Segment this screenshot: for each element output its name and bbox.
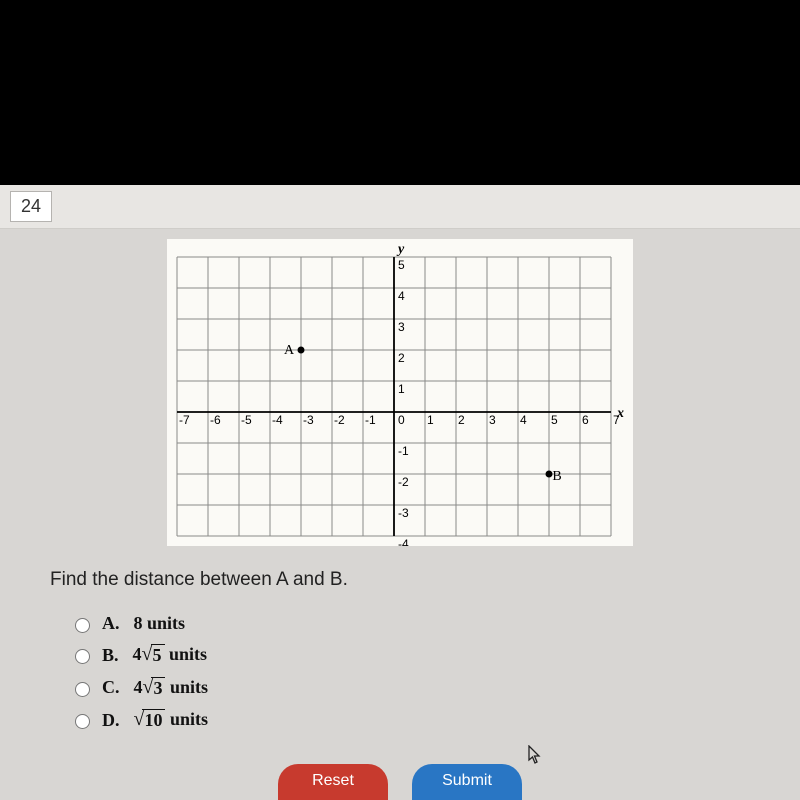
svg-text:0: 0	[398, 413, 405, 427]
svg-text:-3: -3	[303, 413, 314, 427]
svg-text:1: 1	[427, 413, 434, 427]
radicand: 5	[151, 644, 165, 667]
answer-choice[interactable]: D. √10 units	[70, 709, 800, 732]
svg-text:-1: -1	[365, 413, 376, 427]
choice-letter: B.	[102, 645, 119, 666]
reset-button[interactable]: Reset	[278, 764, 388, 800]
svg-text:1: 1	[398, 382, 405, 396]
svg-text:4: 4	[520, 413, 527, 427]
submit-button[interactable]: Submit	[412, 764, 522, 800]
choice-radio[interactable]	[75, 618, 90, 633]
choice-text: 4√3 units	[134, 677, 209, 700]
choice-letter: C.	[102, 677, 120, 698]
sqrt-icon: √10	[134, 709, 166, 732]
svg-text:-3: -3	[398, 506, 409, 520]
svg-text:-5: -5	[241, 413, 252, 427]
choice-text: 8 units	[134, 613, 186, 634]
choice-radio[interactable]	[75, 714, 90, 729]
svg-text:5: 5	[551, 413, 558, 427]
choice-letter: A.	[102, 613, 120, 634]
svg-text:x: x	[616, 406, 624, 421]
svg-text:-7: -7	[179, 413, 190, 427]
svg-text:y: y	[396, 242, 405, 257]
radicand: 3	[151, 677, 165, 700]
svg-text:2: 2	[398, 351, 405, 365]
svg-text:3: 3	[489, 413, 496, 427]
choice-suffix: units	[165, 644, 208, 664]
choice-radio[interactable]	[75, 649, 90, 664]
svg-text:6: 6	[582, 413, 589, 427]
choice-radio[interactable]	[75, 682, 90, 697]
button-row: Reset Submit	[0, 764, 800, 800]
svg-text:5: 5	[398, 258, 405, 272]
choice-suffix: units	[165, 709, 208, 729]
svg-text:-4: -4	[398, 537, 409, 546]
svg-text:3: 3	[398, 320, 405, 334]
answer-choices: A.8 unitsB.4√5 unitsC.4√3 unitsD.√10 uni…	[0, 613, 800, 732]
svg-text:A: A	[284, 343, 295, 358]
svg-text:2: 2	[458, 413, 465, 427]
graph-box: -7-6-5-4-3-2-101234567-4-3-2-112345yxAB	[167, 239, 633, 546]
sqrt-icon: √5	[142, 644, 165, 667]
graph-container: -7-6-5-4-3-2-101234567-4-3-2-112345yxAB	[0, 229, 800, 551]
coordinate-graph: -7-6-5-4-3-2-101234567-4-3-2-112345yxAB	[167, 239, 633, 546]
svg-text:-1: -1	[398, 444, 409, 458]
choice-suffix: units	[165, 677, 208, 697]
choice-letter: D.	[102, 710, 120, 731]
choice-text: 4√5 units	[133, 644, 208, 667]
question-number: 24	[10, 191, 52, 222]
top-black-bar	[0, 0, 800, 185]
svg-text:4: 4	[398, 289, 405, 303]
mouse-cursor-icon	[528, 745, 542, 765]
choice-coef: 4	[133, 644, 142, 664]
svg-text:-2: -2	[398, 475, 409, 489]
content-area: 24 -7-6-5-4-3-2-101234567-4-3-2-112345yx…	[0, 185, 800, 800]
answer-choice[interactable]: A. 8 units	[70, 613, 800, 634]
question-number-bar: 24	[0, 185, 800, 229]
answer-choice[interactable]: B. 4√5 units	[70, 644, 800, 667]
svg-text:B: B	[552, 469, 561, 484]
radicand: 10	[142, 709, 165, 732]
question-text: Find the distance between A and B.	[0, 551, 800, 603]
answer-choice[interactable]: C. 4√3 units	[70, 677, 800, 700]
choice-coef: 4	[134, 677, 143, 697]
choice-text: √10 units	[134, 709, 209, 732]
svg-text:-4: -4	[272, 413, 283, 427]
sqrt-icon: √3	[143, 677, 166, 700]
svg-text:-2: -2	[334, 413, 345, 427]
svg-text:-6: -6	[210, 413, 221, 427]
